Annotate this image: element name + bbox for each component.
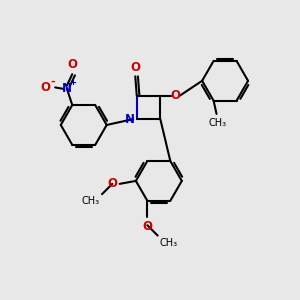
Text: N: N xyxy=(125,112,135,126)
Text: CH₃: CH₃ xyxy=(208,118,226,128)
Text: O: O xyxy=(108,177,118,190)
Text: +: + xyxy=(69,78,76,87)
Text: O: O xyxy=(130,61,140,74)
Text: O: O xyxy=(142,220,152,233)
Text: -: - xyxy=(50,76,55,86)
Text: O: O xyxy=(171,89,181,102)
Text: O: O xyxy=(67,58,77,71)
Text: N: N xyxy=(62,82,72,95)
Text: O: O xyxy=(40,81,50,94)
Text: CH₃: CH₃ xyxy=(82,196,100,206)
Text: CH₃: CH₃ xyxy=(159,238,177,248)
